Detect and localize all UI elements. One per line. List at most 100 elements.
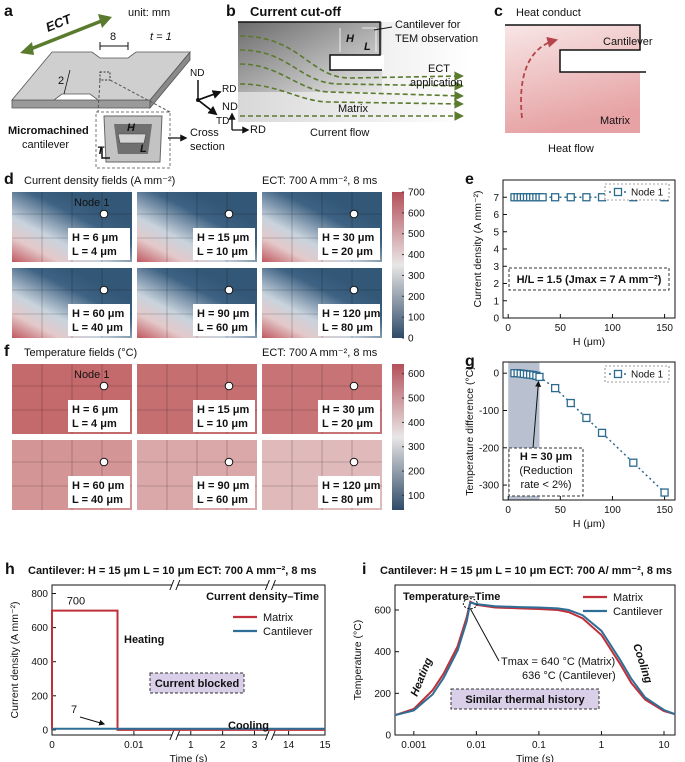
chart-title: Current density–Time	[206, 591, 319, 603]
annotation: 7	[71, 704, 77, 716]
tile-label: L = 60 μm	[197, 322, 248, 334]
section-label: section	[190, 141, 225, 153]
cantilever-label: Micromachined	[8, 125, 89, 137]
annotation-box	[149, 672, 245, 694]
tile-label: L = 80 μm	[322, 322, 373, 334]
ect-label: application	[410, 77, 463, 89]
tile-label: L = 80 μm	[322, 494, 373, 506]
x-tick-label: 1	[188, 740, 194, 751]
ect-label: ECT	[428, 63, 450, 75]
node-marker	[349, 285, 359, 295]
x-tick-label: 0.01	[124, 740, 144, 751]
annotation: rate < 2%)	[520, 479, 571, 491]
point	[597, 193, 607, 202]
section-label: Cross	[190, 127, 219, 139]
dimension: T	[97, 145, 105, 157]
annotation: Cooling	[228, 720, 269, 732]
annotation-box	[450, 688, 600, 710]
colorbar-label: 300	[408, 442, 425, 453]
colorbar-label: 200	[408, 292, 425, 303]
y-axis-label: Current density (A mm⁻²)	[9, 602, 21, 719]
dimension: 2	[58, 75, 64, 87]
x-tick-label: 10	[658, 740, 670, 751]
x-axis-label: H (μm)	[573, 518, 605, 530]
label-box	[193, 228, 255, 260]
y-tick-label: 600	[31, 623, 48, 634]
node-marker	[99, 457, 109, 467]
colorbar-label: 400	[408, 418, 425, 429]
axis-break	[264, 729, 276, 741]
tile-label: H = 15 μm	[197, 404, 250, 416]
axis-break	[169, 579, 181, 591]
point	[550, 383, 560, 393]
point	[629, 458, 638, 467]
heat-diagram	[505, 24, 646, 133]
cantilever-label: TEM observation	[395, 33, 478, 45]
y-tick-label: 2	[493, 279, 499, 290]
y-tick-label: 5	[493, 227, 499, 238]
label-box	[318, 304, 380, 336]
point	[566, 398, 575, 408]
y-axis-label: Temperature (°C)	[352, 620, 364, 701]
x-tick-label: 3	[252, 740, 258, 751]
x-tick-label: 1	[599, 740, 605, 751]
y-tick-label: 6	[493, 210, 499, 221]
colorbar-label: 200	[408, 467, 425, 478]
y-axis-label: Current density (A mm⁻²)	[472, 191, 484, 308]
colorbar-label: 500	[408, 394, 425, 405]
colorbar-label: 100	[408, 491, 425, 502]
x-tick-label: 50	[555, 505, 567, 516]
panel-title: Heat conduct	[516, 7, 581, 19]
subtitle: Cantilever: H = 15 μm L = 10 μm ECT: 700…	[28, 565, 316, 577]
y-tick-label: 800	[31, 589, 48, 600]
point	[582, 413, 591, 423]
dimension: H	[127, 122, 136, 134]
y-tick-label: 600	[374, 606, 391, 617]
colorbar	[392, 364, 404, 510]
panel-label: d	[4, 171, 14, 188]
tile-label: H = 30 μm	[322, 404, 375, 416]
axis-break	[264, 579, 276, 591]
axis-name: RD	[222, 84, 236, 95]
y-tick-label: 7	[493, 193, 499, 204]
y-tick-label: -300	[479, 481, 499, 492]
tile-label: L = 10 μm	[197, 246, 248, 258]
legend-marker	[613, 187, 623, 197]
point	[566, 193, 575, 202]
tile-label: H = 90 μm	[197, 480, 250, 492]
label-box	[193, 304, 255, 336]
axis-break-gap	[172, 730, 178, 740]
y-axis-label: Temperature difference (°C)	[464, 366, 476, 495]
x-tick-label: 0.1	[532, 740, 546, 751]
x-tick-label: 50	[555, 323, 567, 334]
dimension: L	[364, 41, 371, 53]
x-tick-label: 0	[505, 323, 511, 334]
x-tick-label: 15	[319, 740, 331, 751]
panel-label: b	[226, 3, 236, 20]
panel-title: Temperature fields (°C)	[24, 347, 137, 359]
y-tick-label: -100	[479, 406, 499, 417]
annotation: Heating	[124, 634, 164, 646]
x-tick-label: 0	[49, 740, 55, 751]
node-marker	[99, 381, 109, 391]
flow-label: Current flow	[310, 127, 369, 139]
label-box	[318, 228, 380, 260]
axis-name: TD	[216, 116, 229, 127]
point	[550, 193, 560, 202]
panel-label: h	[5, 561, 15, 578]
colorbar-label: 500	[408, 229, 425, 240]
x-axis-label: H (μm)	[573, 336, 605, 348]
annotation-arrow	[79, 716, 106, 726]
x-tick-label: 100	[604, 323, 621, 334]
annotation: 636 °C (Cantilever)	[522, 670, 616, 682]
colorbar-label: 600	[408, 369, 425, 380]
axis-name: RD	[250, 124, 266, 136]
matrix-label: Matrix	[600, 115, 630, 127]
node-label: Node 1	[74, 369, 109, 381]
label-box	[68, 228, 130, 260]
node-marker	[99, 209, 109, 219]
label-box	[68, 400, 130, 432]
dimension: 8	[110, 31, 116, 43]
node-marker	[349, 457, 359, 467]
legend-marker	[613, 369, 623, 379]
